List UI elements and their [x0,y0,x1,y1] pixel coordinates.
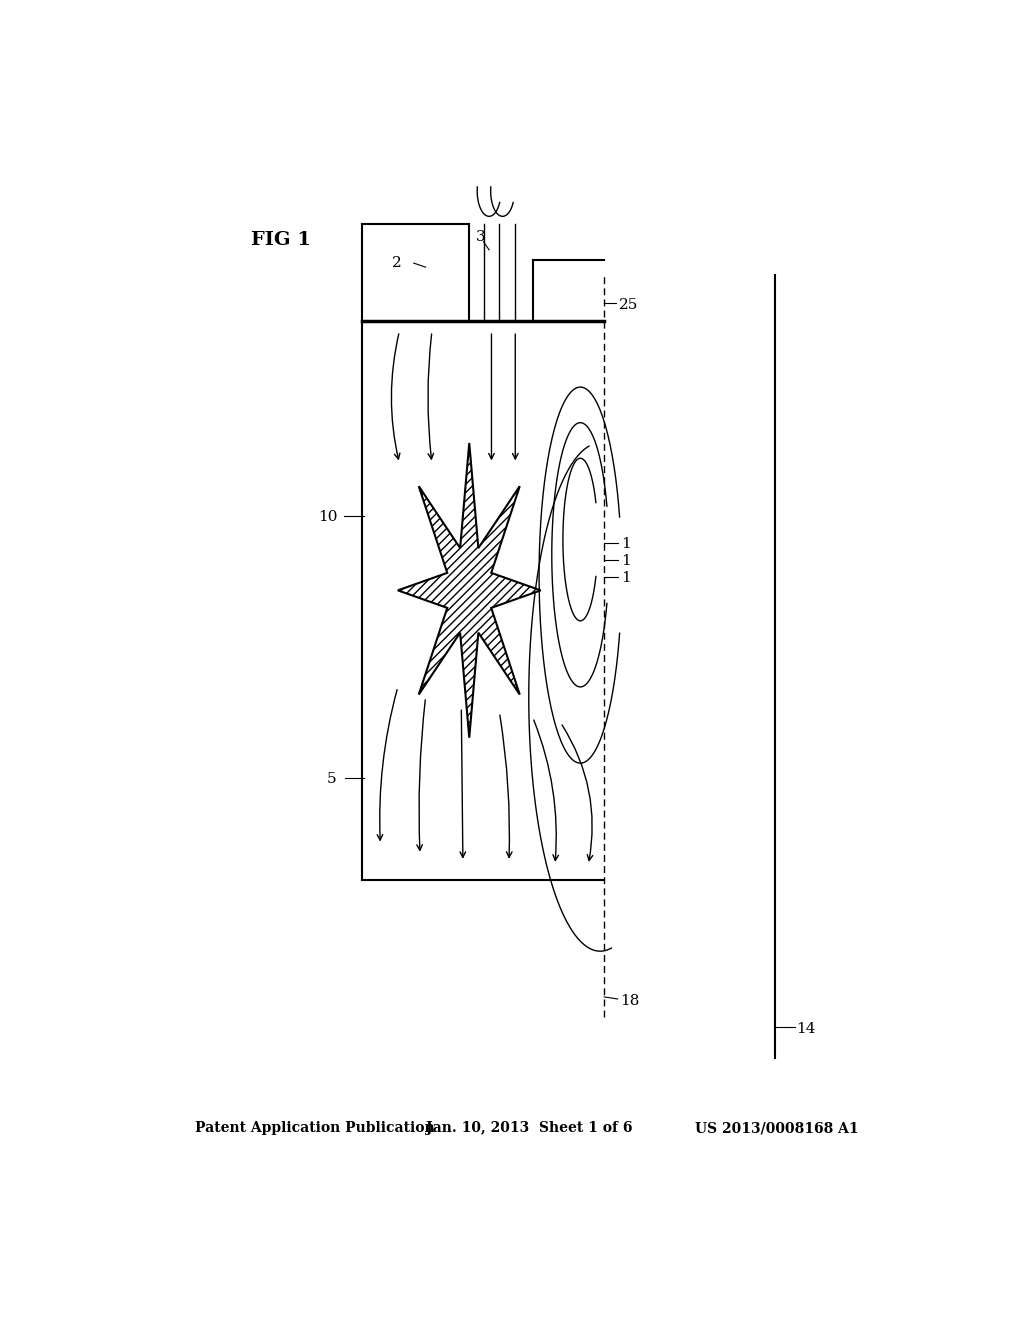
Text: 5: 5 [327,772,336,787]
Text: 2: 2 [392,256,402,271]
Text: FIG 1: FIG 1 [251,231,311,248]
Text: US 2013/0008168 A1: US 2013/0008168 A1 [695,1121,859,1135]
Text: 1: 1 [621,572,631,585]
Text: 14: 14 [797,1023,816,1036]
Text: 1: 1 [621,554,631,568]
Text: 10: 10 [318,511,338,524]
Text: 18: 18 [620,994,639,1008]
Text: 1: 1 [621,537,631,550]
Text: 25: 25 [618,298,638,312]
Polygon shape [397,444,541,738]
Text: Patent Application Publication: Patent Application Publication [196,1121,435,1135]
Text: Jan. 10, 2013  Sheet 1 of 6: Jan. 10, 2013 Sheet 1 of 6 [426,1121,632,1135]
Text: 3: 3 [475,230,485,244]
